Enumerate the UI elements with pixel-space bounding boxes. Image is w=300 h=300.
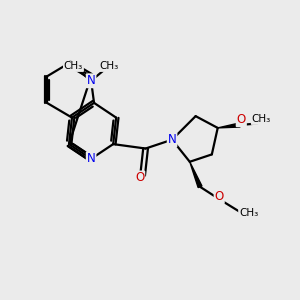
Text: CH₃: CH₃: [64, 61, 83, 71]
Text: CH₃: CH₃: [252, 114, 271, 124]
Text: O: O: [214, 190, 224, 203]
Text: CH₃: CH₃: [99, 61, 119, 71]
Text: N: N: [87, 152, 95, 165]
Text: N: N: [87, 74, 95, 87]
Text: CH₃: CH₃: [239, 208, 258, 218]
Text: N: N: [168, 133, 176, 146]
Polygon shape: [218, 123, 240, 128]
Text: O: O: [237, 113, 246, 126]
Polygon shape: [190, 162, 202, 188]
Text: O: O: [135, 172, 144, 184]
